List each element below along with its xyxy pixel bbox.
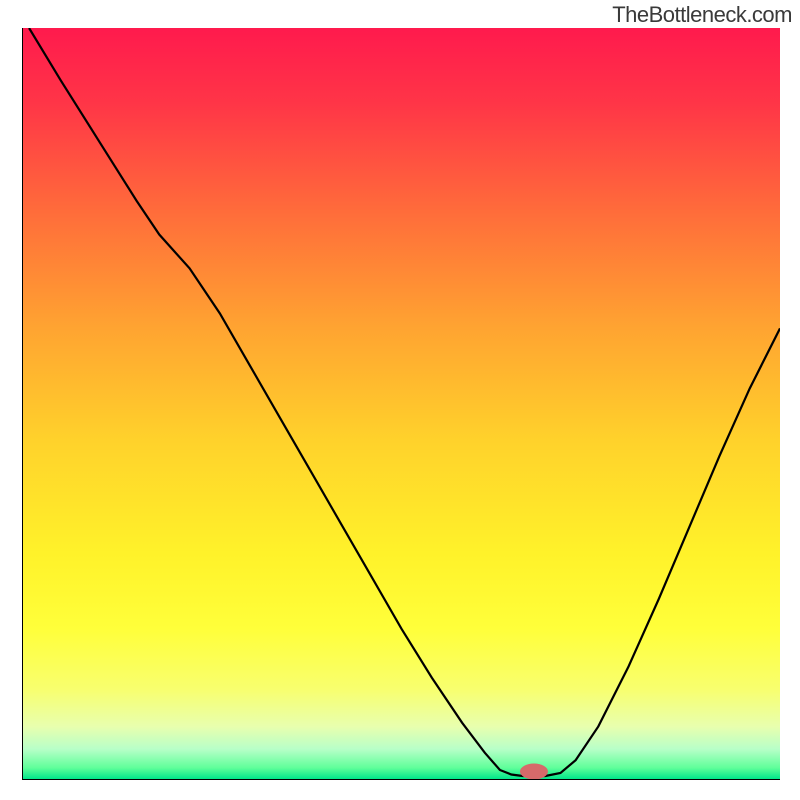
bottleneck-curve [29,28,780,776]
curve-layer [23,28,780,779]
watermark-text: TheBottleneck.com [612,2,792,28]
optimum-marker [520,763,548,779]
chart-container: TheBottleneck.com [0,0,800,800]
plot-area [22,28,780,780]
